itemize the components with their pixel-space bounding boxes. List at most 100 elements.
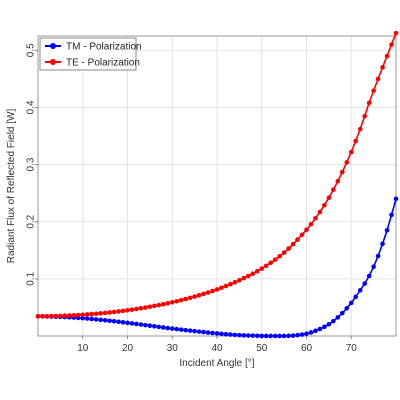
data-point [246, 273, 251, 279]
data-point [335, 178, 341, 184]
data-point [40, 313, 45, 319]
data-point [161, 301, 166, 307]
data-point [35, 313, 41, 319]
data-point [183, 327, 188, 333]
data-point [344, 305, 350, 311]
data-point [353, 138, 359, 144]
data-point [353, 294, 359, 300]
data-point [393, 196, 399, 202]
data-point [286, 333, 291, 339]
data-point [107, 310, 112, 315]
data-point [380, 65, 385, 70]
data-point [93, 311, 99, 317]
data-point [304, 227, 309, 233]
x-tick-label: 20 [122, 343, 134, 354]
legend-marker-te [50, 59, 56, 65]
data-point [254, 333, 260, 339]
data-point [362, 281, 367, 286]
data-point [241, 333, 247, 338]
data-point [147, 323, 153, 329]
data-point [134, 321, 139, 327]
data-point [340, 169, 345, 175]
data-point [237, 332, 242, 338]
data-point [286, 246, 291, 251]
data-point [169, 326, 175, 331]
data-point [67, 313, 72, 318]
data-point [259, 266, 265, 271]
data-point [219, 331, 224, 337]
data-point [322, 324, 327, 330]
legend: TM - Polarization TE - Polarization [39, 37, 142, 71]
series-group [35, 30, 399, 339]
data-point [165, 325, 171, 331]
data-point [335, 315, 341, 320]
data-point [389, 212, 394, 218]
data-point [147, 304, 153, 310]
data-point [299, 332, 305, 337]
y-tick-label: 0.2 [26, 214, 37, 228]
x-tick-label: 40 [211, 343, 223, 354]
data-point [62, 313, 68, 319]
data-point [156, 324, 162, 330]
data-point [246, 333, 251, 338]
data-point [277, 253, 282, 259]
data-point [214, 287, 220, 292]
data-point [357, 287, 363, 293]
data-point [393, 30, 399, 36]
data-point [116, 309, 121, 314]
data-point [125, 307, 130, 313]
data-point [125, 320, 130, 326]
data-point [348, 300, 354, 306]
data-point [102, 317, 108, 323]
data-point [357, 126, 363, 132]
data-point [152, 303, 157, 309]
data-point [232, 332, 238, 338]
data-point [102, 310, 108, 316]
data-point [375, 76, 381, 82]
x-tick-label: 50 [256, 343, 268, 354]
data-point [362, 113, 367, 119]
data-point [210, 288, 215, 294]
data-point [80, 312, 86, 318]
data-point [322, 202, 327, 208]
y-tick-label: 0.4 [26, 100, 37, 114]
data-point [178, 297, 184, 303]
data-point [281, 250, 287, 255]
data-point [192, 294, 197, 299]
data-point [250, 271, 256, 276]
data-point [228, 332, 233, 337]
data-point [75, 312, 81, 318]
legend-marker-tm [50, 43, 56, 49]
data-point [187, 328, 193, 333]
data-point [313, 215, 318, 221]
data-point [111, 318, 117, 324]
x-tick-label: 10 [77, 343, 89, 354]
data-point [89, 311, 94, 317]
data-point [295, 332, 300, 338]
data-point [138, 322, 144, 327]
data-point [111, 309, 117, 315]
data-point [201, 329, 206, 335]
data-point [268, 333, 274, 339]
data-point [187, 295, 193, 301]
data-point [326, 195, 332, 201]
data-point [98, 311, 103, 316]
y-tick-label: 0.5 [26, 43, 37, 57]
data-point [196, 292, 202, 298]
data-point [107, 318, 112, 324]
data-point [263, 333, 269, 339]
data-point [340, 310, 345, 316]
data-point [205, 290, 211, 295]
data-point [98, 317, 103, 323]
data-point [169, 299, 175, 305]
data-point [237, 277, 242, 283]
data-point [228, 281, 233, 287]
x-tick-label: 60 [301, 343, 313, 354]
data-point [210, 330, 215, 336]
data-point [161, 325, 166, 330]
data-point [165, 300, 171, 306]
data-point [223, 331, 229, 337]
data-point [313, 328, 318, 334]
data-point [317, 209, 323, 215]
